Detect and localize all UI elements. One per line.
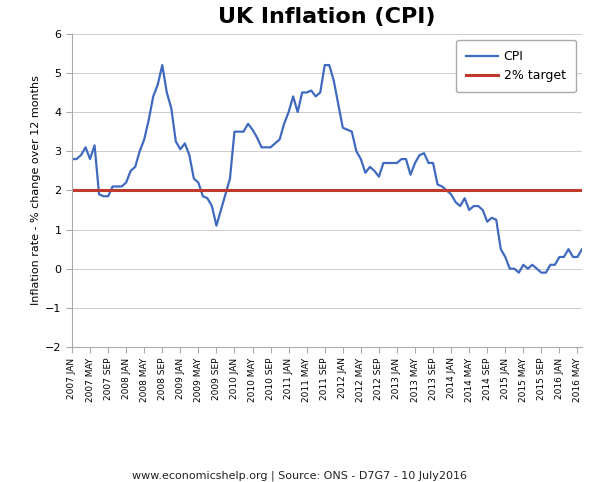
CPI [403, 156, 410, 162]
Legend: CPI, 2% target: CPI, 2% target [456, 40, 576, 92]
Title: UK Inflation (CPI): UK Inflation (CPI) [218, 7, 436, 27]
CPI [213, 223, 220, 228]
CPI [515, 270, 523, 276]
CPI [271, 140, 278, 146]
CPI [68, 156, 76, 162]
Y-axis label: Inflation rate - % change over 12 months: Inflation rate - % change over 12 months [31, 76, 41, 305]
2% target [73, 187, 80, 193]
CPI [578, 246, 586, 252]
CPI [217, 207, 224, 213]
CPI [461, 195, 468, 201]
2% target [68, 187, 76, 193]
Line: CPI: CPI [72, 65, 582, 273]
Text: www.economicshelp.org | Source: ONS - D7G7 - 10 July2016: www.economicshelp.org | Source: ONS - D7… [133, 470, 467, 481]
CPI [127, 168, 134, 174]
CPI [158, 62, 166, 68]
